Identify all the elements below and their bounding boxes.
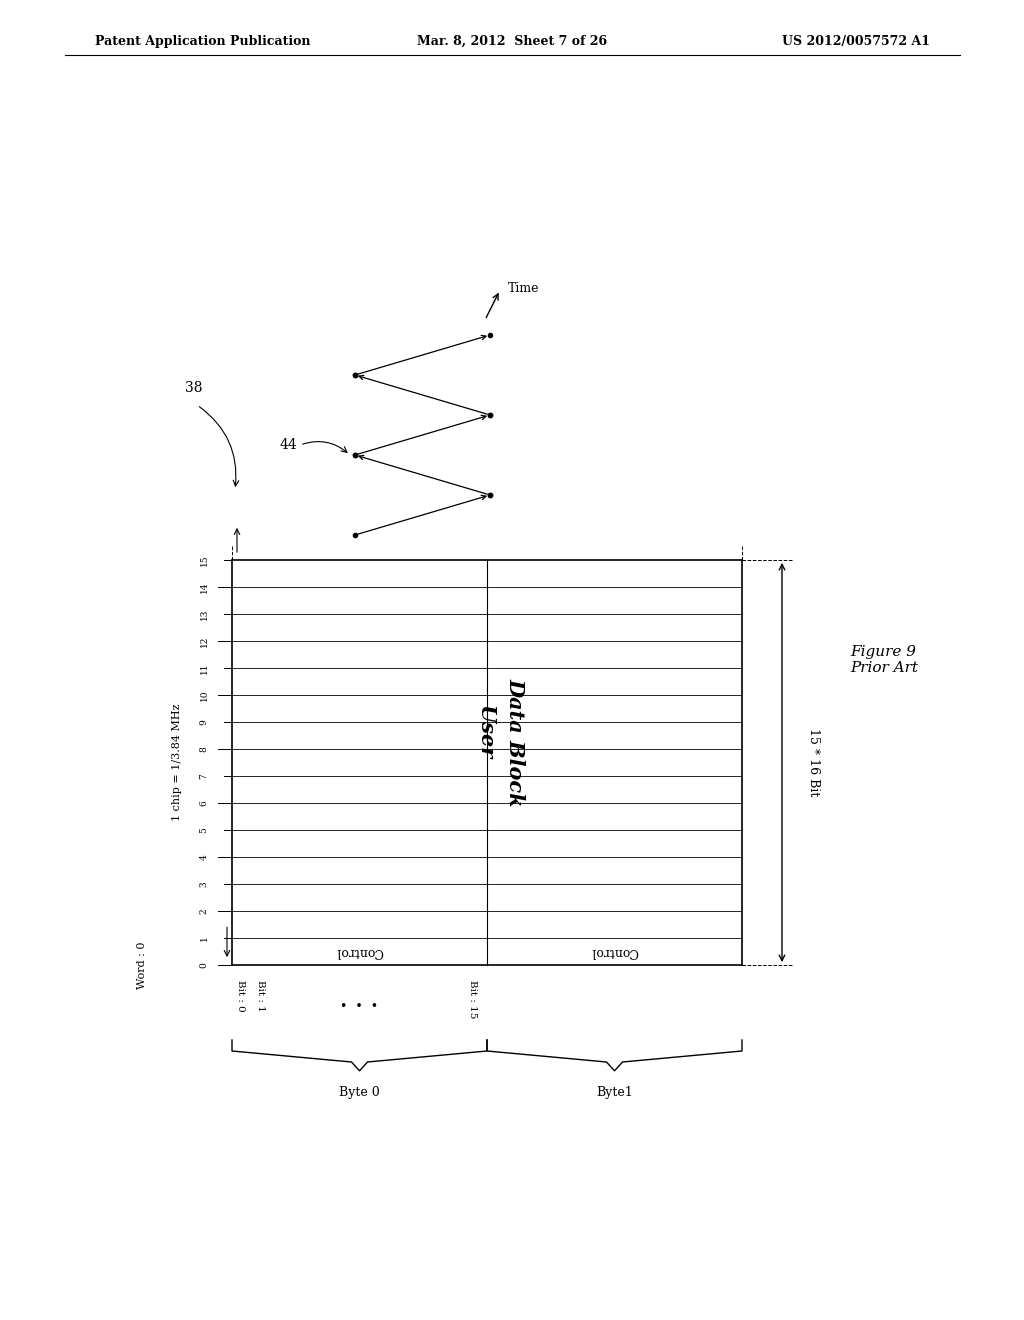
Text: Figure 9
Prior Art: Figure 9 Prior Art	[850, 645, 918, 675]
Text: Control: Control	[591, 945, 638, 958]
Text: Control: Control	[336, 945, 383, 958]
Text: US 2012/0057572 A1: US 2012/0057572 A1	[782, 36, 930, 48]
Text: Patent Application Publication: Patent Application Publication	[95, 36, 310, 48]
Text: 0: 0	[200, 962, 209, 968]
Text: 12: 12	[200, 635, 209, 647]
Text: 6: 6	[200, 800, 209, 807]
FancyArrowPatch shape	[303, 442, 347, 453]
Text: 38: 38	[185, 381, 203, 395]
Text: 7: 7	[200, 774, 209, 779]
Text: 14: 14	[200, 581, 209, 593]
Text: 15: 15	[200, 554, 209, 566]
Text: 5: 5	[200, 828, 209, 833]
Text: Byte 0: Byte 0	[339, 1086, 380, 1098]
Text: 10: 10	[200, 689, 209, 701]
Text: 13: 13	[200, 609, 209, 619]
Text: •  •  •: • • •	[340, 1001, 379, 1012]
FancyArrowPatch shape	[200, 407, 239, 486]
Text: Bit : 1: Bit : 1	[256, 979, 264, 1011]
Text: 3: 3	[200, 882, 209, 887]
Text: 8: 8	[200, 746, 209, 752]
Text: 1: 1	[200, 935, 209, 941]
Text: Word : 0: Word : 0	[137, 941, 147, 989]
Text: Time: Time	[508, 282, 540, 294]
Text: 2: 2	[200, 908, 209, 913]
Text: Byte1: Byte1	[596, 1086, 633, 1098]
Text: 11: 11	[200, 663, 209, 673]
Text: 9: 9	[200, 719, 209, 725]
Text: Bit : 0: Bit : 0	[236, 979, 245, 1011]
Text: 1 chip = 1/3.84 MHz: 1 chip = 1/3.84 MHz	[172, 704, 182, 821]
Text: User: User	[475, 705, 495, 759]
Text: 15 * 16 Bit: 15 * 16 Bit	[807, 729, 820, 797]
Text: Data Block: Data Block	[505, 678, 525, 807]
Text: Mar. 8, 2012  Sheet 7 of 26: Mar. 8, 2012 Sheet 7 of 26	[417, 36, 607, 48]
Text: 44: 44	[280, 438, 298, 451]
Text: Bit : 15: Bit : 15	[468, 979, 476, 1018]
Text: 4: 4	[200, 854, 209, 859]
